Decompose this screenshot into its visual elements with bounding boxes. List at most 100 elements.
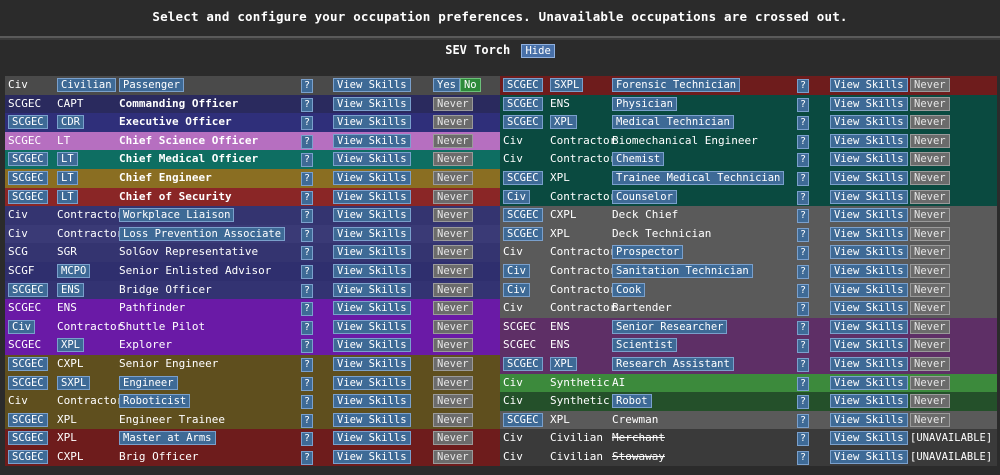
occupation-title[interactable]: Cook bbox=[612, 281, 646, 300]
occupation-button[interactable]: Sanitation Technician bbox=[612, 263, 753, 278]
department-label[interactable]: SCGEC bbox=[503, 95, 543, 114]
help-button[interactable]: ? bbox=[301, 395, 313, 410]
help-button[interactable]: ? bbox=[797, 283, 809, 298]
view-skills-button[interactable]: View Skills bbox=[333, 375, 411, 390]
department-button[interactable]: Civ bbox=[503, 263, 530, 278]
never-button[interactable]: Never bbox=[433, 356, 473, 371]
never-button[interactable]: Never bbox=[433, 319, 473, 334]
occupation-title[interactable]: Roboticist bbox=[119, 392, 191, 411]
never-button[interactable]: Never bbox=[910, 152, 950, 167]
rank-button[interactable]: LT bbox=[57, 170, 78, 185]
occupation-button[interactable]: Physician bbox=[612, 96, 677, 111]
no-button[interactable]: No bbox=[459, 78, 481, 92]
rank-label[interactable]: XPL bbox=[550, 113, 577, 132]
rank-button[interactable]: XPL bbox=[550, 115, 577, 130]
hide-button[interactable]: Hide bbox=[521, 44, 555, 58]
department-label[interactable]: SCGEC bbox=[503, 411, 543, 430]
rank-label[interactable]: MCPO bbox=[57, 262, 91, 281]
view-skills-button[interactable]: View Skills bbox=[830, 375, 908, 390]
department-label[interactable]: SCGEC bbox=[8, 113, 48, 132]
never-button[interactable]: Never bbox=[433, 133, 473, 148]
never-button[interactable]: Never bbox=[910, 394, 950, 409]
occupation-title[interactable]: Loss Prevention Associate bbox=[119, 225, 286, 244]
help-button[interactable]: ? bbox=[797, 395, 809, 410]
view-skills-button[interactable]: View Skills bbox=[333, 208, 411, 223]
occupation-button[interactable]: Roboticist bbox=[119, 394, 191, 409]
occupation-title[interactable]: Passenger bbox=[119, 76, 184, 95]
never-button[interactable]: Never bbox=[910, 319, 950, 334]
help-button[interactable]: ? bbox=[301, 79, 313, 93]
never-button[interactable]: Never bbox=[433, 449, 473, 464]
rank-button[interactable]: CDR bbox=[57, 115, 84, 130]
never-button[interactable]: Never bbox=[910, 412, 950, 427]
department-button[interactable]: SCGEC bbox=[503, 115, 543, 130]
department-label[interactable]: SCGEC bbox=[8, 169, 48, 188]
help-button[interactable]: ? bbox=[301, 264, 313, 279]
help-button[interactable]: ? bbox=[797, 357, 809, 372]
occupation-title[interactable]: Sanitation Technician bbox=[612, 262, 753, 281]
never-button[interactable]: Never bbox=[910, 356, 950, 371]
help-button[interactable]: ? bbox=[301, 283, 313, 298]
department-button[interactable]: SCGEC bbox=[503, 356, 543, 371]
never-button[interactable]: Never bbox=[910, 78, 950, 92]
help-button[interactable]: ? bbox=[797, 339, 809, 354]
view-skills-button[interactable]: View Skills bbox=[830, 263, 908, 278]
help-button[interactable]: ? bbox=[797, 432, 809, 447]
view-skills-button[interactable]: View Skills bbox=[333, 133, 411, 148]
never-button[interactable]: Never bbox=[433, 152, 473, 167]
view-skills-button[interactable]: View Skills bbox=[830, 115, 908, 130]
view-skills-button[interactable]: View Skills bbox=[333, 301, 411, 316]
occupation-title[interactable]: Senior Researcher bbox=[612, 318, 728, 337]
help-button[interactable]: ? bbox=[301, 153, 313, 168]
never-button[interactable]: Never bbox=[910, 208, 950, 223]
view-skills-button[interactable]: View Skills bbox=[333, 78, 411, 92]
never-button[interactable]: Never bbox=[910, 226, 950, 241]
rank-label[interactable]: SXPL bbox=[550, 76, 584, 95]
occupation-button[interactable]: Workplace Liaison bbox=[119, 208, 235, 223]
help-button[interactable]: ? bbox=[797, 209, 809, 224]
department-button[interactable]: SCGEC bbox=[503, 96, 543, 111]
view-skills-button[interactable]: View Skills bbox=[830, 301, 908, 316]
view-skills-button[interactable]: View Skills bbox=[333, 356, 411, 371]
department-label[interactable]: SCGEC bbox=[8, 448, 48, 467]
department-button[interactable]: SCGEC bbox=[8, 356, 48, 371]
department-label[interactable]: Civ bbox=[503, 262, 530, 281]
never-button[interactable]: Never bbox=[433, 170, 473, 185]
help-button[interactable]: ? bbox=[301, 450, 313, 465]
occupation-button[interactable]: Counselor bbox=[612, 189, 677, 204]
help-button[interactable]: ? bbox=[797, 116, 809, 131]
never-button[interactable]: Never bbox=[433, 208, 473, 223]
department-button[interactable]: Civ bbox=[8, 319, 35, 334]
view-skills-button[interactable]: View Skills bbox=[333, 96, 411, 111]
occupation-title[interactable]: Robot bbox=[612, 392, 652, 411]
view-skills-button[interactable]: View Skills bbox=[830, 282, 908, 297]
rank-label[interactable]: LT bbox=[57, 169, 78, 188]
help-button[interactable]: ? bbox=[301, 376, 313, 391]
view-skills-button[interactable]: View Skills bbox=[333, 412, 411, 427]
never-button[interactable]: Never bbox=[910, 301, 950, 316]
rank-label[interactable]: XPL bbox=[550, 355, 577, 374]
view-skills-button[interactable]: View Skills bbox=[333, 394, 411, 409]
view-skills-button[interactable]: View Skills bbox=[830, 189, 908, 204]
occupation-title[interactable]: Physician bbox=[612, 95, 677, 114]
occupation-button[interactable]: Loss Prevention Associate bbox=[119, 226, 286, 241]
help-button[interactable]: ? bbox=[797, 376, 809, 391]
never-button[interactable]: Never bbox=[433, 282, 473, 297]
rank-button[interactable]: XPL bbox=[57, 338, 84, 353]
never-button[interactable]: Never bbox=[433, 263, 473, 278]
department-label[interactable]: SCGEC bbox=[8, 281, 48, 300]
view-skills-button[interactable]: View Skills bbox=[830, 170, 908, 185]
view-skills-button[interactable]: View Skills bbox=[830, 338, 908, 353]
never-button[interactable]: Never bbox=[433, 431, 473, 446]
never-button[interactable]: Never bbox=[910, 96, 950, 111]
view-skills-button[interactable]: View Skills bbox=[830, 319, 908, 334]
view-skills-button[interactable]: View Skills bbox=[830, 431, 908, 446]
help-button[interactable]: ? bbox=[301, 209, 313, 224]
rank-button[interactable]: XPL bbox=[550, 356, 577, 371]
rank-button[interactable]: ENS bbox=[57, 282, 84, 297]
department-label[interactable]: Civ bbox=[8, 318, 35, 337]
rank-button[interactable]: LT bbox=[57, 152, 78, 167]
rank-label[interactable]: SXPL bbox=[57, 374, 91, 393]
department-button[interactable]: SCGEC bbox=[503, 412, 543, 427]
occupation-button[interactable]: Senior Researcher bbox=[612, 319, 728, 334]
